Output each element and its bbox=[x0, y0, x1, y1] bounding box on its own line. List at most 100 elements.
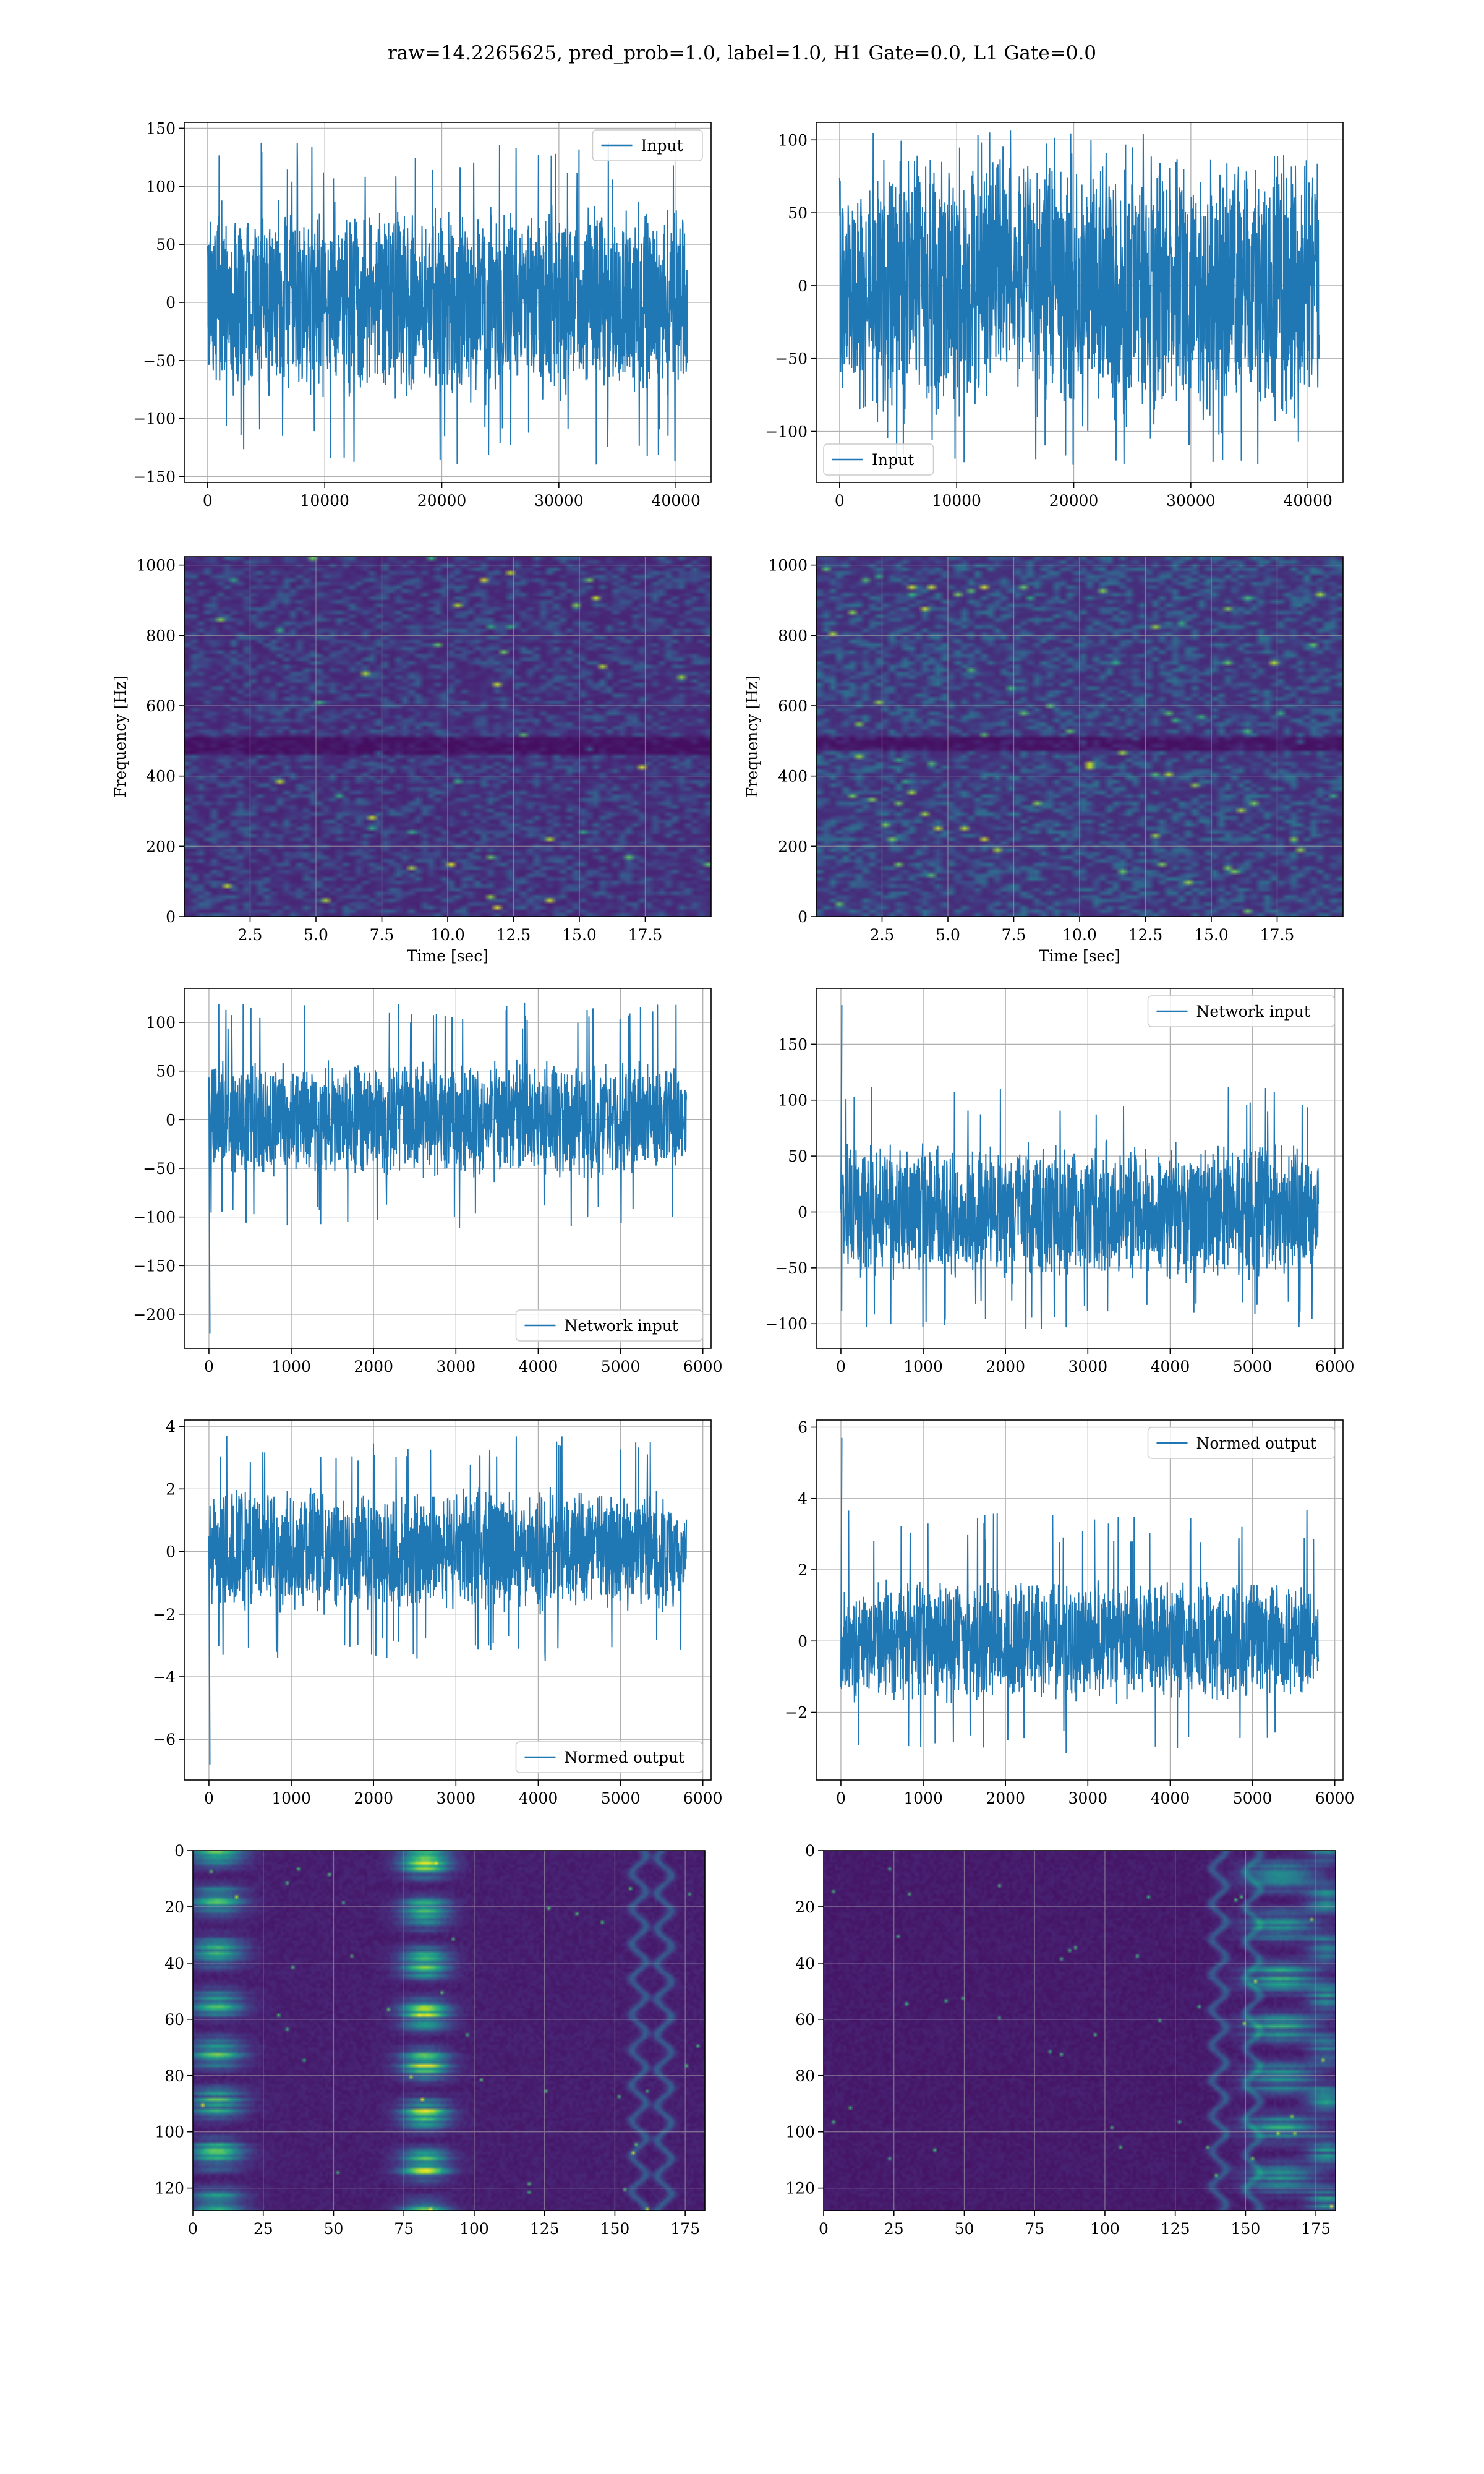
y-tick-label: 0 bbox=[798, 1632, 808, 1650]
y-tick-label: 20 bbox=[795, 1898, 815, 1916]
y-tick-label: −100 bbox=[765, 1315, 808, 1333]
plot-area bbox=[816, 988, 1343, 1348]
axes-frame bbox=[816, 1419, 1344, 1781]
legend: Network input bbox=[1147, 995, 1335, 1027]
y-tick-label: −50 bbox=[143, 1160, 176, 1178]
y-tick-label: 1000 bbox=[768, 557, 808, 575]
y-tick-label: 200 bbox=[778, 837, 808, 855]
x-tick-label: 50 bbox=[324, 2220, 344, 2238]
y-axis-label: Frequency [Hz] bbox=[743, 675, 761, 798]
x-tick-label: 20000 bbox=[417, 492, 467, 510]
x-tick-label: 0 bbox=[819, 2220, 829, 2238]
x-tick-label: 2.5 bbox=[238, 926, 263, 944]
x-tick-label: 3000 bbox=[1068, 1789, 1108, 1807]
x-tick-label: 150 bbox=[1231, 2220, 1261, 2238]
legend: Normed output bbox=[515, 1741, 703, 1773]
y-tick-label: −100 bbox=[765, 423, 808, 441]
x-tick-label: 2.5 bbox=[870, 926, 895, 944]
heatmap-image bbox=[824, 1851, 1336, 2211]
x-tick-label: 3000 bbox=[437, 1358, 476, 1376]
x-tick-label: 5.0 bbox=[936, 926, 960, 944]
series-line-input bbox=[838, 130, 1320, 465]
x-tick-label: 0 bbox=[835, 492, 845, 510]
legend-label: Normed output bbox=[1196, 1434, 1317, 1452]
x-tick-label: 7.5 bbox=[370, 926, 394, 944]
legend-label: Input bbox=[872, 451, 914, 469]
x-tick-label: 5000 bbox=[601, 1789, 641, 1807]
axes-frame bbox=[816, 988, 1344, 1349]
legend: Input bbox=[823, 443, 934, 476]
x-tick-label: 1000 bbox=[903, 1358, 943, 1376]
y-tick-label: −150 bbox=[133, 1257, 176, 1275]
y-tick-label: 100 bbox=[146, 178, 176, 195]
y-tick-label: −50 bbox=[775, 1259, 808, 1277]
x-tick-label: 150 bbox=[600, 2220, 630, 2238]
y-tick-label: 0 bbox=[166, 294, 176, 312]
x-tick-label: 2000 bbox=[354, 1789, 393, 1807]
y-tick-label: 100 bbox=[778, 131, 808, 149]
y-tick-label: 600 bbox=[778, 697, 808, 715]
x-tick-label: 125 bbox=[530, 2220, 560, 2238]
x-tick-label: 30000 bbox=[1166, 492, 1216, 510]
subplot-l1-spectrogram: 2.5 5.0 7.5 10.0 12.5 15.0 17.5 0 200 400 600 800 10… bbox=[743, 556, 1344, 965]
y-tick-label: 0 bbox=[174, 1842, 184, 1860]
y-tick-label: 80 bbox=[795, 2067, 815, 2085]
y-tick-label: 4 bbox=[798, 1490, 808, 1508]
y-tick-label: 600 bbox=[146, 697, 176, 715]
x-tick-label: 0 bbox=[203, 492, 213, 510]
legend-label: Input bbox=[641, 137, 683, 155]
y-tick-label: 2 bbox=[166, 1480, 176, 1498]
y-tick-label: 0 bbox=[166, 908, 176, 926]
axes-frame bbox=[816, 122, 1344, 483]
x-tick-label: 5000 bbox=[1233, 1789, 1273, 1807]
x-tick-label: 6000 bbox=[683, 1789, 723, 1807]
x-tick-label: 4000 bbox=[519, 1789, 558, 1807]
x-tick-label: 40000 bbox=[651, 492, 701, 510]
subplot-h1-spectrogram: 2.5 5.0 7.5 10.0 12.5 15.0 17.5 0 200 400 600 800 10… bbox=[111, 556, 712, 965]
y-tick-label: 80 bbox=[164, 2067, 184, 2085]
y-tick-label: −100 bbox=[133, 1209, 176, 1226]
x-tick-label: 1000 bbox=[271, 1358, 311, 1376]
y-tick-label: −4 bbox=[153, 1668, 176, 1686]
x-tick-label: 0 bbox=[204, 1789, 214, 1807]
axes-frame bbox=[823, 1850, 1336, 2211]
y-tick-label: 400 bbox=[146, 768, 176, 785]
x-tick-label: 3000 bbox=[437, 1789, 476, 1807]
y-tick-label: 200 bbox=[146, 837, 176, 855]
axes-frame bbox=[184, 1419, 712, 1781]
legend-label: Network input bbox=[1196, 1003, 1310, 1021]
x-tick-label: 10000 bbox=[300, 492, 349, 510]
y-tick-label: 50 bbox=[788, 204, 808, 222]
y-tick-label: 0 bbox=[798, 908, 808, 926]
x-tick-label: 0 bbox=[836, 1358, 846, 1376]
y-tick-label: 4 bbox=[166, 1418, 176, 1436]
x-tick-label: 2000 bbox=[354, 1358, 393, 1376]
subplot-l1-input: 0 10000 20000 30000 40000 −100 −50 0 50 100 Input bbox=[765, 122, 1344, 510]
x-tick-label: 125 bbox=[1161, 2220, 1190, 2238]
y-tick-label: 100 bbox=[155, 2123, 184, 2141]
x-tick-label: 50 bbox=[955, 2220, 974, 2238]
x-tick-label: 10.0 bbox=[430, 926, 465, 944]
x-tick-label: 2000 bbox=[986, 1789, 1025, 1807]
y-tick-label: 150 bbox=[778, 1035, 808, 1053]
x-axis-label: Time [sec] bbox=[1039, 947, 1120, 965]
x-tick-label: 2000 bbox=[986, 1358, 1025, 1376]
subplot-l1-network-input: 0 1000 2000 3000 4000 5000 6000 −100 −50 0 50 100 15… bbox=[765, 988, 1355, 1376]
heatmap-image bbox=[193, 1851, 705, 2211]
y-tick-label: 0 bbox=[166, 1543, 176, 1561]
y-tick-label: 0 bbox=[166, 1111, 176, 1129]
y-tick-label: 800 bbox=[146, 627, 176, 644]
y-tick-label: −150 bbox=[133, 468, 176, 486]
y-tick-label: 6 bbox=[798, 1419, 808, 1437]
y-tick-label: 120 bbox=[155, 2180, 184, 2198]
x-tick-label: 0 bbox=[188, 2220, 198, 2238]
grid-lines bbox=[184, 557, 711, 917]
x-tick-label: 3000 bbox=[1068, 1358, 1108, 1376]
y-tick-label: 2 bbox=[798, 1561, 808, 1579]
y-tick-label: 0 bbox=[805, 1842, 815, 1860]
x-tick-label: 0 bbox=[836, 1789, 846, 1807]
x-tick-label: 5.0 bbox=[304, 926, 328, 944]
y-tick-label: 100 bbox=[785, 2123, 815, 2141]
y-tick-label: 50 bbox=[156, 236, 176, 254]
x-tick-label: 175 bbox=[670, 2220, 700, 2238]
